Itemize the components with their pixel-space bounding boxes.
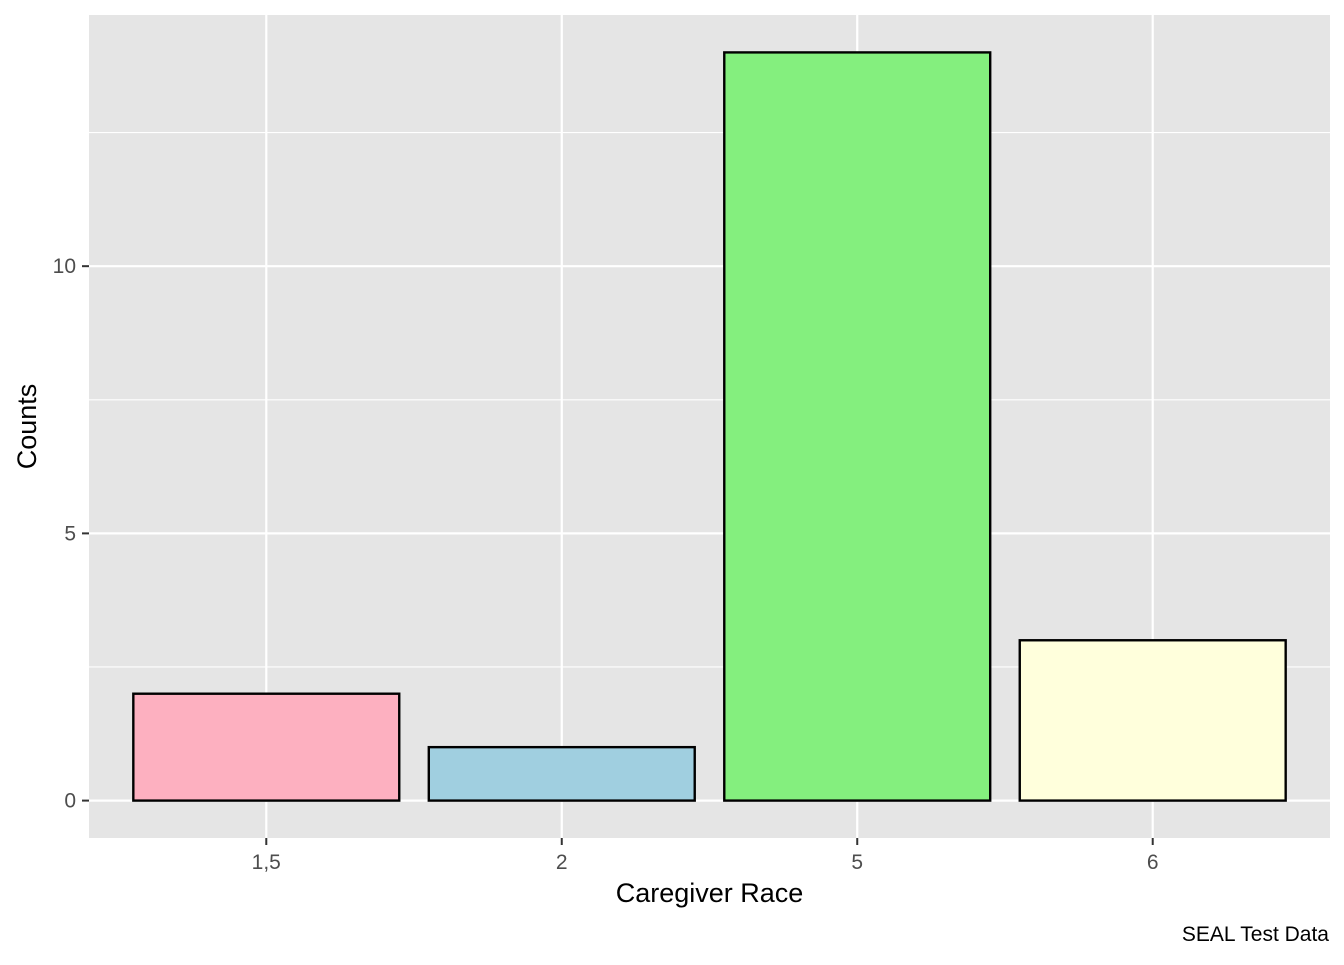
- bar-1-5: [132, 692, 401, 802]
- bar-5: [723, 51, 992, 802]
- y-axis-label: Counts: [12, 384, 42, 470]
- x-axis: 1,5 2 5 6: [252, 838, 1159, 874]
- x-axis-label: Caregiver Race: [616, 878, 804, 908]
- bar-2: [427, 745, 696, 802]
- x-tick-label: 6: [1147, 851, 1159, 874]
- x-tick-label: 2: [556, 851, 568, 874]
- y-axis: 0 5 10: [53, 255, 89, 813]
- x-tick-label: 1,5: [252, 851, 281, 874]
- y-tick-label: 10: [53, 255, 76, 278]
- y-tick-label: 5: [64, 522, 76, 545]
- chart-caption: SEAL Test Data: [1182, 923, 1329, 946]
- bar-6: [1018, 639, 1287, 802]
- bars: [132, 51, 1287, 802]
- x-tick-label: 5: [851, 851, 863, 874]
- y-tick-label: 0: [64, 790, 76, 813]
